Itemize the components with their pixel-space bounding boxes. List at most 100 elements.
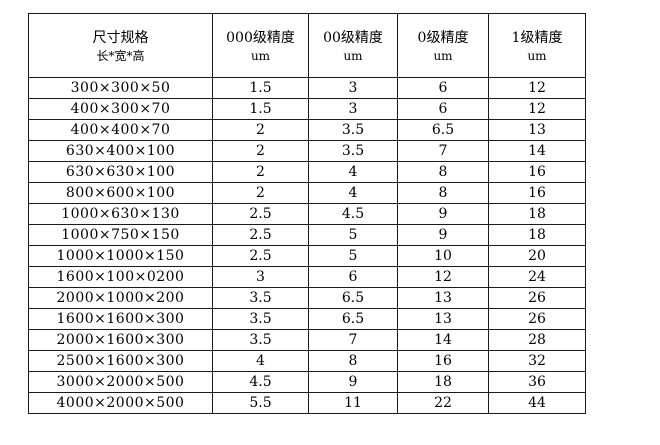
tolerance-value-cell: 2.5 <box>212 245 309 267</box>
tolerance-value-cell: 3 <box>308 98 398 120</box>
tolerance-value-cell: 26 <box>488 308 586 330</box>
tolerance-value-cell: 2 <box>212 161 309 183</box>
tolerance-value-cell: 14 <box>488 140 586 162</box>
tolerance-value-cell: 14 <box>397 329 489 351</box>
table-row: 1000×750×150 2.5 5 9 18 <box>28 224 586 246</box>
header-unit: 长*宽*高 <box>96 48 145 63</box>
size-cell: 1000×630×130 <box>28 203 213 225</box>
tolerance-value-cell: 5 <box>308 224 398 246</box>
tolerance-value-cell: 3.5 <box>212 308 309 330</box>
size-cell: 2000×1000×200 <box>28 287 213 309</box>
tolerance-value-cell: 3 <box>212 266 309 288</box>
size-cell: 1600×1600×300 <box>28 308 213 330</box>
table-row: 1600×100×0200 3 6 12 24 <box>28 266 586 288</box>
tolerance-value-cell: 4.5 <box>308 203 398 225</box>
table-header: 尺寸规格 长*宽*高 000级精度 um 00级精度 um 0级精度 um 1级… <box>28 13 586 78</box>
header-title: 000级精度 <box>226 29 295 46</box>
tolerance-value-cell: 12 <box>488 98 586 120</box>
tolerance-value-cell: 3.5 <box>308 140 398 162</box>
tolerance-value-cell: 4 <box>308 161 398 183</box>
tolerance-value-cell: 18 <box>397 371 489 393</box>
table-row: 2500×1600×300 4 8 16 32 <box>28 350 586 372</box>
tolerance-value-cell: 6.5 <box>397 119 489 141</box>
size-cell: 2500×1600×300 <box>28 350 213 372</box>
tolerance-value-cell: 3.5 <box>212 287 309 309</box>
table-row: 630×630×100 2 4 8 16 <box>28 161 586 183</box>
tolerance-value-cell: 20 <box>488 245 586 267</box>
tolerance-value-cell: 6 <box>397 77 489 99</box>
tolerance-value-cell: 9 <box>397 203 489 225</box>
header-title: 00级精度 <box>323 29 383 46</box>
tolerance-value-cell: 4.5 <box>212 371 309 393</box>
tolerance-value-cell: 22 <box>397 392 489 414</box>
tolerance-value-cell: 1.5 <box>212 77 309 99</box>
table-row: 630×400×100 2 3.5 7 14 <box>28 140 586 162</box>
tolerance-value-cell: 18 <box>488 224 586 246</box>
table-row: 1600×1600×300 3.5 6.5 13 26 <box>28 308 586 330</box>
tolerance-value-cell: 18 <box>488 203 586 225</box>
tolerance-value-cell: 8 <box>397 182 489 204</box>
header-cell-size: 尺寸规格 长*宽*高 <box>28 13 213 78</box>
tolerance-value-cell: 2 <box>212 119 309 141</box>
tolerance-value-cell: 12 <box>397 266 489 288</box>
tolerance-value-cell: 3.5 <box>308 119 398 141</box>
table-row: 4000×2000×500 5.5 11 22 44 <box>28 392 586 414</box>
header-unit: um <box>343 48 363 63</box>
size-cell: 400×400×70 <box>28 119 213 141</box>
tolerance-value-cell: 28 <box>488 329 586 351</box>
table-row: 2000×1000×200 3.5 6.5 13 26 <box>28 287 586 309</box>
tolerance-value-cell: 16 <box>397 350 489 372</box>
tolerance-value-cell: 4 <box>308 182 398 204</box>
tolerance-value-cell: 44 <box>488 392 586 414</box>
size-cell: 3000×2000×500 <box>28 371 213 393</box>
header-cell-grade-1: 1级精度 um <box>488 13 586 78</box>
tolerance-value-cell: 16 <box>488 161 586 183</box>
table-row: 300×300×50 1.5 3 6 12 <box>28 77 586 99</box>
tolerance-value-cell: 13 <box>397 287 489 309</box>
tolerance-value-cell: 32 <box>488 350 586 372</box>
header-title: 0级精度 <box>417 29 469 46</box>
tolerance-value-cell: 2.5 <box>212 203 309 225</box>
tolerance-value-cell: 6.5 <box>308 308 398 330</box>
header-title: 尺寸规格 <box>92 29 149 46</box>
header-cell-grade-0: 0级精度 um <box>397 13 489 78</box>
tolerance-value-cell: 8 <box>308 350 398 372</box>
tolerance-value-cell: 13 <box>488 119 586 141</box>
size-cell: 4000×2000×500 <box>28 392 213 414</box>
tolerance-value-cell: 9 <box>308 371 398 393</box>
size-cell: 400×300×70 <box>28 98 213 120</box>
tolerance-value-cell: 5.5 <box>212 392 309 414</box>
tolerance-value-cell: 24 <box>488 266 586 288</box>
tolerance-value-cell: 3.5 <box>212 329 309 351</box>
tolerance-value-cell: 6 <box>308 266 398 288</box>
tolerance-value-cell: 8 <box>397 161 489 183</box>
size-cell: 1000×1000×150 <box>28 245 213 267</box>
table-row: 400×400×70 2 3.5 6.5 13 <box>28 119 586 141</box>
header-unit: um <box>433 48 453 63</box>
table-row: 2000×1600×300 3.5 7 14 28 <box>28 329 586 351</box>
tolerance-value-cell: 11 <box>308 392 398 414</box>
size-cell: 630×400×100 <box>28 140 213 162</box>
size-cell: 800×600×100 <box>28 182 213 204</box>
tolerance-value-cell: 4 <box>212 350 309 372</box>
header-row: 尺寸规格 长*宽*高 000级精度 um 00级精度 um 0级精度 um 1级… <box>28 13 586 78</box>
tolerance-value-cell: 10 <box>397 245 489 267</box>
header-unit: um <box>250 48 271 63</box>
header-unit: um <box>527 48 547 63</box>
table-row: 1000×1000×150 2.5 5 10 20 <box>28 245 586 267</box>
tolerance-value-cell: 1.5 <box>212 98 309 120</box>
header-cell-grade-00: 00级精度 um <box>308 13 398 78</box>
header-cell-grade-000: 000级精度 um <box>212 13 309 78</box>
tolerance-value-cell: 7 <box>397 140 489 162</box>
tolerance-value-cell: 6 <box>397 98 489 120</box>
size-cell: 2000×1600×300 <box>28 329 213 351</box>
size-cell: 300×300×50 <box>28 77 213 99</box>
header-title: 1级精度 <box>511 29 563 46</box>
tolerance-value-cell: 2.5 <box>212 224 309 246</box>
tolerance-value-cell: 9 <box>397 224 489 246</box>
tolerance-value-cell: 26 <box>488 287 586 309</box>
tolerance-value-cell: 36 <box>488 371 586 393</box>
tolerance-value-cell: 5 <box>308 245 398 267</box>
tolerance-value-cell: 7 <box>308 329 398 351</box>
